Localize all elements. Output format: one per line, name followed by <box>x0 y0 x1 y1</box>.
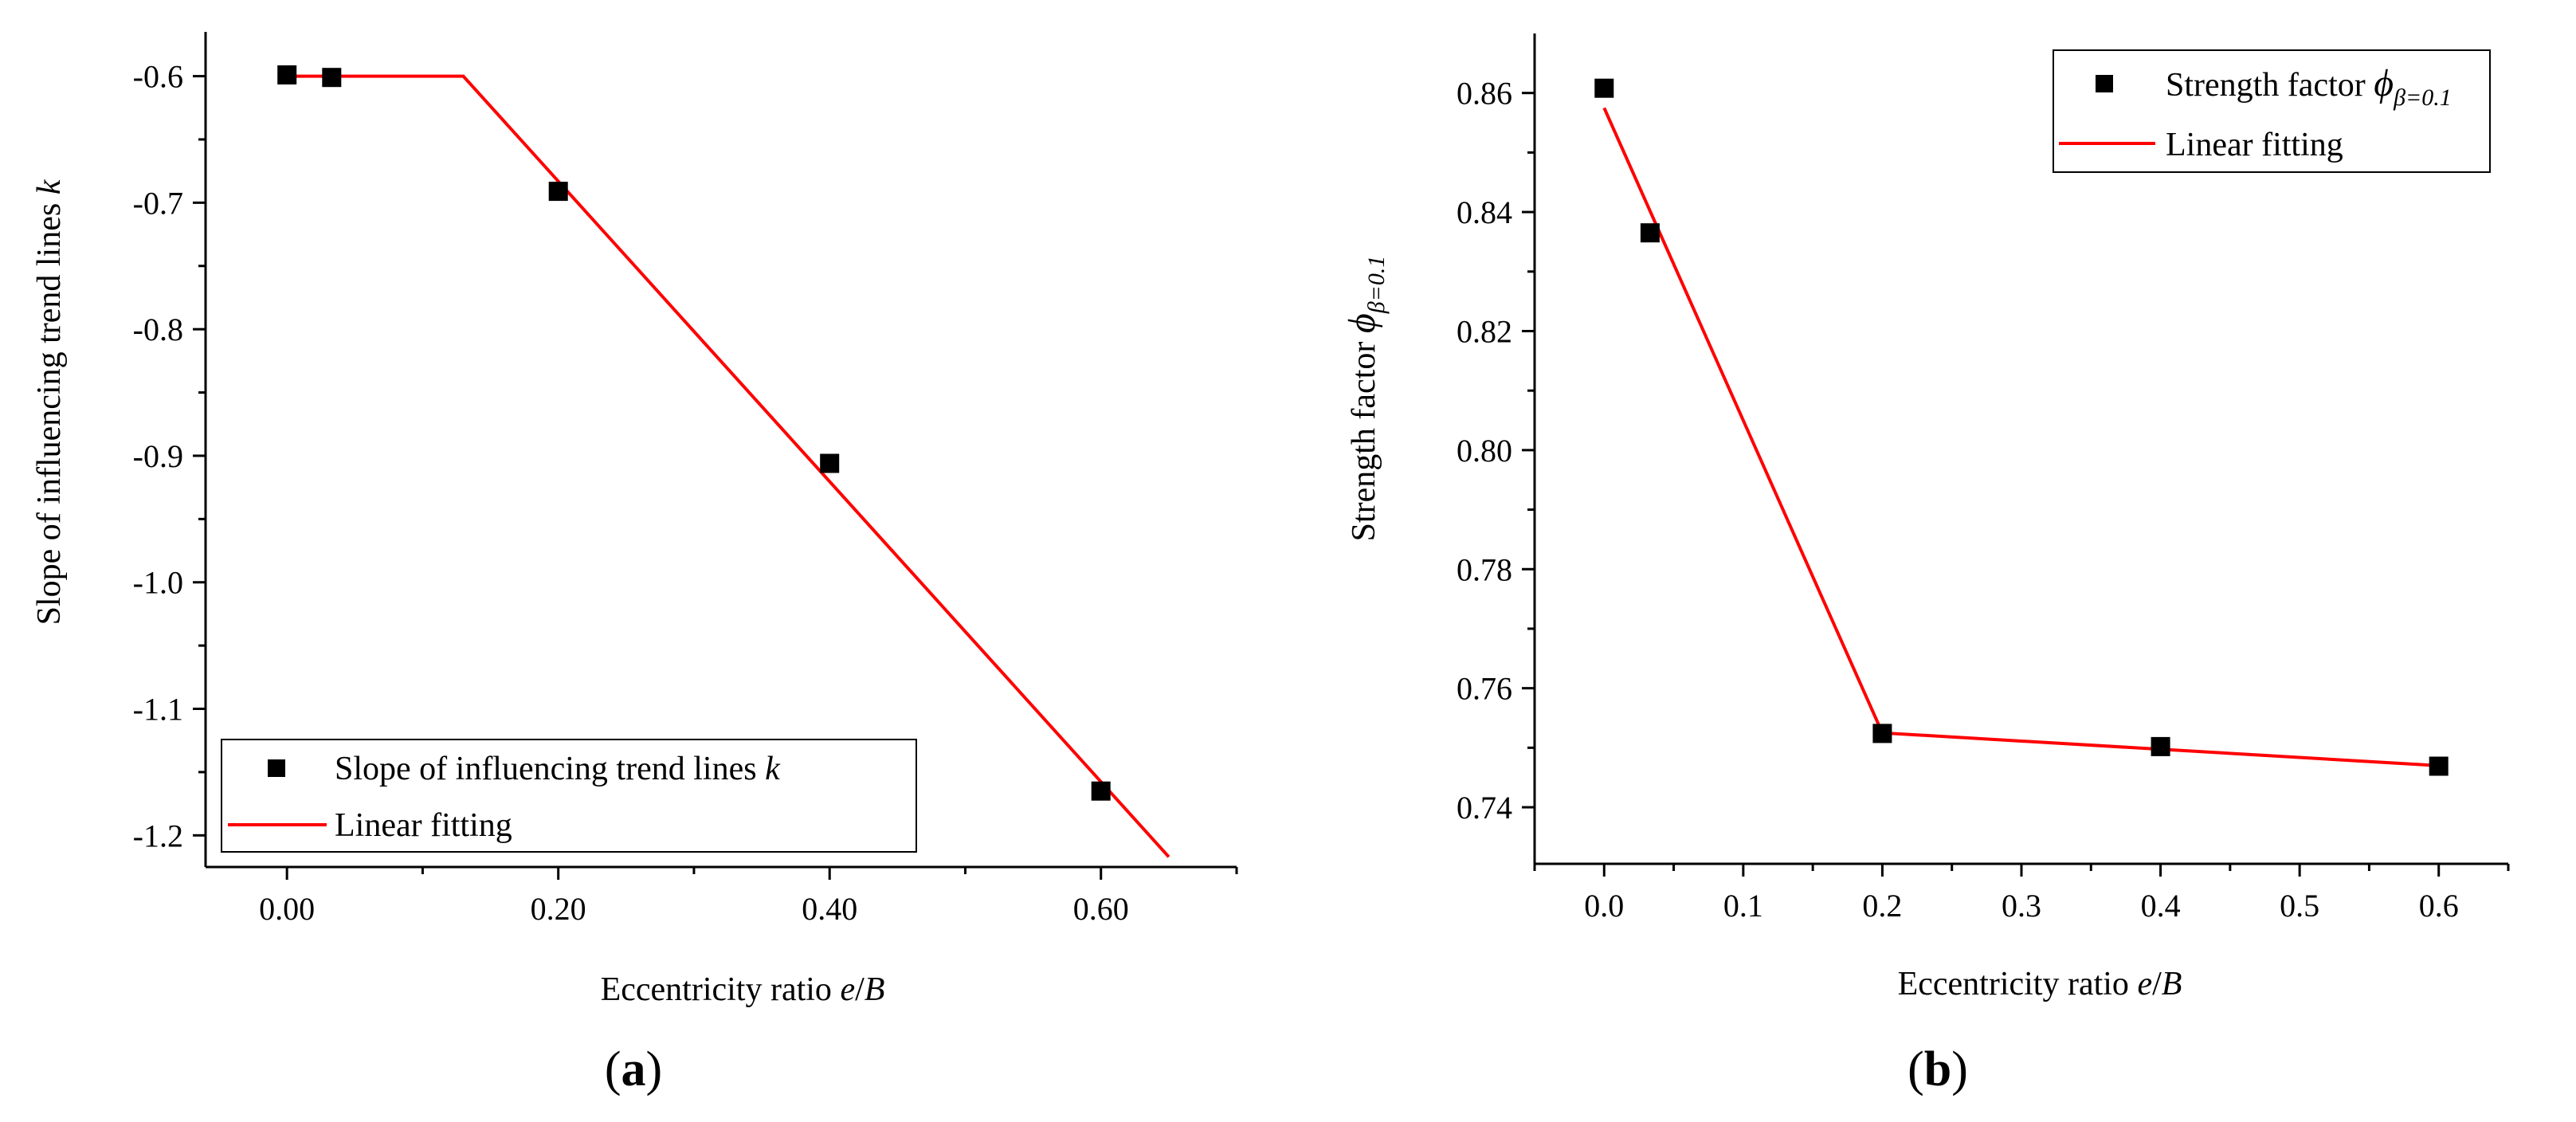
chart-a-fit-line <box>287 74 1170 858</box>
chart-b-x-axis-title: Eccentricity ratio e/B <box>1898 966 2182 1002</box>
chart-a-x-tick-label: 0.60 <box>1073 891 1129 927</box>
chart-b-ticks <box>1522 92 2510 877</box>
chart-a-data-point <box>277 65 297 84</box>
chart-b-x-tick-label: 0.4 <box>2141 888 2181 924</box>
chart-b-x-tick-label: 0.6 <box>2419 888 2459 924</box>
chart-b-legend-label-fit: Linear fitting <box>2166 127 2343 163</box>
chart-b-legend-label-points: Strength factor ϕβ=0.1 <box>2166 62 2452 111</box>
chart-a-y-tick-label: -0.8 <box>133 312 183 347</box>
chart-b-x-tick-label: 0.0 <box>1584 888 1624 924</box>
chart-b-legend-box <box>2053 49 2491 173</box>
chart-a-y-tick-labels: -0.6 -0.7 -0.8 -0.9 -1.0 -1.1 -1.2 <box>133 59 183 854</box>
chart-b-x-tick-labels: 0.0 0.1 0.2 0.3 0.4 0.5 0.6 <box>1584 888 2458 924</box>
chart-b-y-tick-label: 0.74 <box>1457 790 1512 826</box>
chart-b-legend: Strength factor ϕβ=0.1 Linear fitting <box>2053 49 2491 173</box>
chart-b-legend-marker-square <box>2096 75 2113 92</box>
chart-b-x-tick-label: 0.1 <box>1723 888 1763 924</box>
chart-a-data-point <box>548 182 568 202</box>
chart-b-data-point <box>1640 223 1660 243</box>
chart-a-y-tick-label: -1.0 <box>133 565 183 601</box>
chart-a-data-point <box>1091 781 1111 801</box>
chart-a-y-tick-label: -1.1 <box>133 692 183 728</box>
chart-b-data-point <box>1594 78 1614 98</box>
chart-b-y-tick-label: 0.76 <box>1457 671 1512 707</box>
chart-b-y-tick-label: 0.84 <box>1457 194 1512 230</box>
chart-a-fit-lines <box>287 74 1170 858</box>
chart-a-data-point <box>322 68 342 88</box>
chart-a-axes <box>204 32 1237 869</box>
chart-a-data-point <box>820 453 840 473</box>
chart-b-x-tick-label: 0.2 <box>1862 888 1902 924</box>
chart-a-ticks <box>193 75 1238 880</box>
chart-a-legend-label-points: Slope of influencing trend lines k <box>335 751 781 787</box>
chart-a-legend-label-fit: Linear fitting <box>335 807 512 844</box>
chart-a-x-tick-label: 0.40 <box>802 891 857 927</box>
chart-b-y-tick-label: 0.82 <box>1457 313 1512 349</box>
chart-a-legend-box <box>221 739 917 853</box>
chart-b: 0.0 0.1 0.2 0.3 0.4 0.5 0.6 0.740.760.780.800.… <box>1341 33 2510 1096</box>
chart-b-y-tick-labels: 0.74 0.76 0.78 0.80 0.82 0.84 0.86 <box>1457 76 1512 826</box>
chart-a-x-tick-label: 0.00 <box>259 891 315 927</box>
chart-a-y-tick-label: -0.7 <box>133 185 183 221</box>
chart-b-panel-label: (b) <box>1907 1042 1968 1096</box>
chart-a-points <box>277 65 1111 801</box>
chart-a-x-tick-labels: 0.00 0.20 0.40 0.60 <box>259 891 1129 927</box>
chart-b-data-point <box>2151 736 2170 756</box>
chart-a-legend: Slope of influencing trend lines k Linea… <box>221 739 917 853</box>
chart-a-x-tick-label: 0.20 <box>531 891 586 927</box>
chart-b-x-tick-label: 0.3 <box>2002 888 2041 924</box>
chart-b-y-axis-title: Strength factor ϕβ=0.1 <box>1341 256 1390 542</box>
chart-b-x-tick-label: 0.5 <box>2280 888 2319 924</box>
chart-a-y-tick-label: -0.9 <box>133 438 183 474</box>
chart-a-legend-marker-square <box>268 759 285 777</box>
chart-b-data-point <box>2429 756 2449 776</box>
chart-b-y-tick-label: 0.78 <box>1457 551 1512 587</box>
chart-b-points <box>1594 78 2449 776</box>
chart-b-y-tick-label: 0.86 <box>1457 76 1512 112</box>
chart-a-y-tick-label: -1.2 <box>133 818 183 853</box>
chart-b-y-tick-label: 0.80 <box>1457 433 1512 469</box>
chart-a-x-axis-title: Eccentricity ratio e/B <box>601 971 885 1008</box>
chart-a-y-tick-label: -0.6 <box>133 59 183 95</box>
chart-b-data-point <box>1872 724 1892 743</box>
chart-a: 0.00 0.20 0.40 0.60 -0.6 -0.7 -0.8 -0.9 -1.0 -1.… <box>31 32 1238 1096</box>
chart-a-panel-label: (a) <box>605 1042 662 1096</box>
chart-a-y-axis-title: Slope of influencing trend lines k <box>31 178 68 625</box>
